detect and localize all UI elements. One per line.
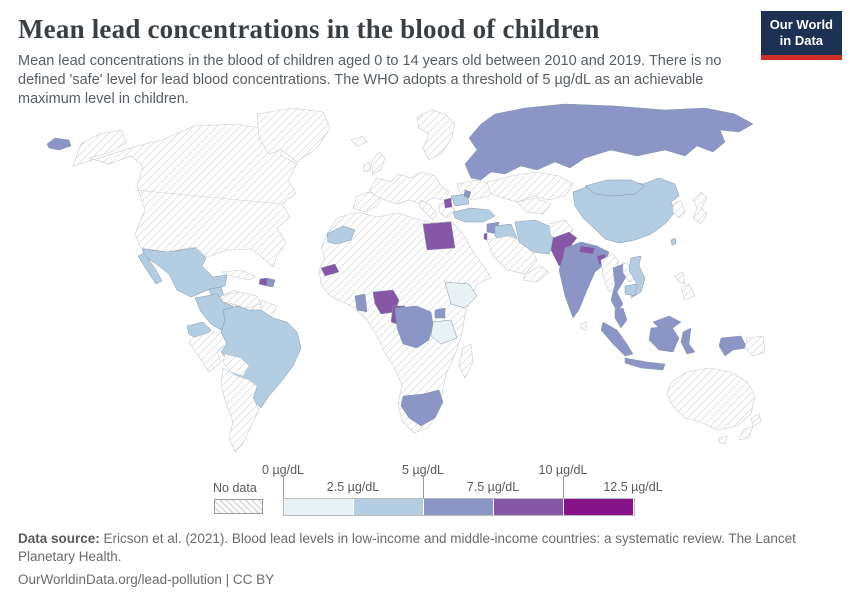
data-source-line: Data source: Ericson et al. (2021). Bloo… (18, 530, 824, 566)
map-region-palestine[interactable] (483, 232, 488, 241)
map-region-taiwan[interactable] (670, 237, 677, 246)
map-region-haiti[interactable] (258, 277, 268, 287)
map-region-turkey[interactable] (452, 207, 496, 223)
legend-segment-0-2-5[interactable] (284, 499, 354, 515)
map-region-west-papua[interactable] (718, 335, 748, 357)
map-region-philippines-south[interactable] (680, 283, 696, 301)
legend-segment-10-12-5[interactable] (564, 499, 634, 515)
map-region-nz-south[interactable] (738, 425, 754, 441)
map-region-italy[interactable] (418, 199, 438, 221)
map-region-tasmania[interactable] (718, 435, 728, 445)
map-region-kazakhstan[interactable] (486, 171, 574, 203)
map-region-tanzania[interactable] (430, 319, 458, 345)
map-region-sulawesi[interactable] (680, 327, 696, 355)
map-region-nz-north[interactable] (750, 413, 762, 427)
map-region-yemen-oman[interactable] (522, 265, 550, 283)
page-title: Mean lead concentrations in the blood of… (18, 14, 600, 44)
map-region-scandinavia[interactable] (416, 109, 456, 161)
footer-separator: | (221, 572, 233, 588)
map-region-romania[interactable] (450, 193, 470, 207)
map-region-kalimantan[interactable] (648, 325, 680, 353)
legend-segment-2-5-5[interactable] (354, 499, 424, 515)
data-source-text: Ericson et al. (2021). Blood lead levels… (18, 531, 796, 565)
owid-logo[interactable]: Our World in Data (760, 11, 842, 60)
map-region-morocco[interactable] (326, 225, 356, 245)
map-region-serbia[interactable] (443, 197, 453, 209)
chart-footer: Data source: Ericson et al. (2021). Bloo… (18, 530, 824, 590)
map-region-japan[interactable] (692, 191, 708, 225)
map-region-india[interactable] (558, 241, 610, 319)
page-subtitle: Mean lead concentrations in the blood of… (18, 53, 722, 108)
map-region-sumatra[interactable] (600, 321, 634, 357)
map-region-mexico[interactable] (141, 247, 228, 298)
link-line: OurWorldinData.org/lead-pollution | CC B… (18, 571, 824, 589)
map-region-venezuela[interactable] (220, 291, 262, 309)
data-source-label: Data source: (18, 531, 100, 546)
map-region-iceland[interactable] (350, 135, 368, 147)
map-region-moldova[interactable] (463, 189, 472, 199)
map-legend: No data 0 µg/dL 2.5 µg/dL 5 µg/dL 7.5 µg… (0, 458, 850, 518)
map-region-uganda[interactable] (434, 307, 446, 319)
legend-segment-7-5-10[interactable] (494, 499, 564, 515)
legend-tick-10 (563, 476, 564, 498)
map-region-drc[interactable] (394, 305, 434, 349)
legend-no-data-swatch[interactable] (214, 499, 263, 514)
map-region-ghana[interactable] (354, 293, 368, 313)
map-region-philippines-north[interactable] (674, 271, 686, 285)
legend-color-bar (283, 498, 635, 516)
map-region-mongolia[interactable] (584, 179, 646, 197)
map-region-sri-lanka[interactable] (580, 321, 588, 331)
map-region-central-europe[interactable] (368, 171, 450, 205)
map-region-malaysia-peninsula[interactable] (614, 307, 628, 329)
map-region-central-asia[interactable] (516, 197, 552, 215)
map-region-png[interactable] (744, 335, 766, 357)
map-region-baja[interactable] (137, 252, 163, 285)
map-region-ireland[interactable] (362, 161, 372, 173)
legend-label-12-5: 12.5 µg/dL (603, 480, 663, 494)
world-map-svg (46, 103, 766, 453)
map-region-greenland[interactable] (256, 107, 331, 163)
map-region-brazil[interactable] (220, 305, 302, 409)
map-region-egypt[interactable] (422, 221, 456, 251)
legend-tick-5 (423, 476, 424, 498)
map-region-southern-south-america[interactable] (220, 367, 260, 453)
map-region-peru[interactable] (188, 331, 228, 373)
map-border-us-canada (134, 189, 282, 205)
map-region-russia-chukotka[interactable] (46, 137, 72, 151)
map-region-russia[interactable] (464, 103, 754, 181)
map-region-bolivia[interactable] (222, 353, 250, 377)
legend-label-0: 0 µg/dL (262, 463, 304, 477)
license-label[interactable]: CC BY (232, 572, 275, 588)
owid-logo-line2: in Data (779, 33, 824, 49)
map-region-cambodia[interactable] (624, 283, 638, 297)
legend-label-7-5: 7.5 µg/dL (466, 480, 520, 494)
map-region-dominican-republic[interactable] (266, 277, 276, 288)
map-region-java[interactable] (624, 357, 666, 371)
map-region-nepal[interactable] (578, 245, 596, 255)
legend-tick-0 (283, 476, 284, 498)
legend-label-5: 5 µg/dL (402, 463, 444, 477)
map-region-uk[interactable] (370, 151, 386, 175)
map-region-ethiopia[interactable] (444, 281, 478, 309)
map-region-south-africa[interactable] (400, 389, 444, 427)
legend-label-2-5: 2.5 µg/dL (326, 480, 380, 494)
map-region-senegal[interactable] (320, 263, 340, 277)
map-region-malaysia-borneo[interactable] (652, 315, 682, 329)
owid-logo-line1: Our World (769, 17, 833, 32)
map-region-australia[interactable] (666, 367, 756, 431)
legend-segment-5-7-5[interactable] (424, 499, 494, 515)
legend-label-10: 10 µg/dL (538, 463, 588, 477)
legend-no-data-label: No data (213, 481, 257, 495)
map-region-cuba[interactable] (220, 269, 256, 281)
world-map (25, 100, 766, 460)
owid-link[interactable]: OurWorldinData.org/lead-pollution (18, 572, 222, 588)
map-region-korea[interactable] (672, 199, 686, 219)
map-region-madagascar[interactable] (458, 343, 474, 379)
map-region-vietnam[interactable] (628, 255, 646, 299)
